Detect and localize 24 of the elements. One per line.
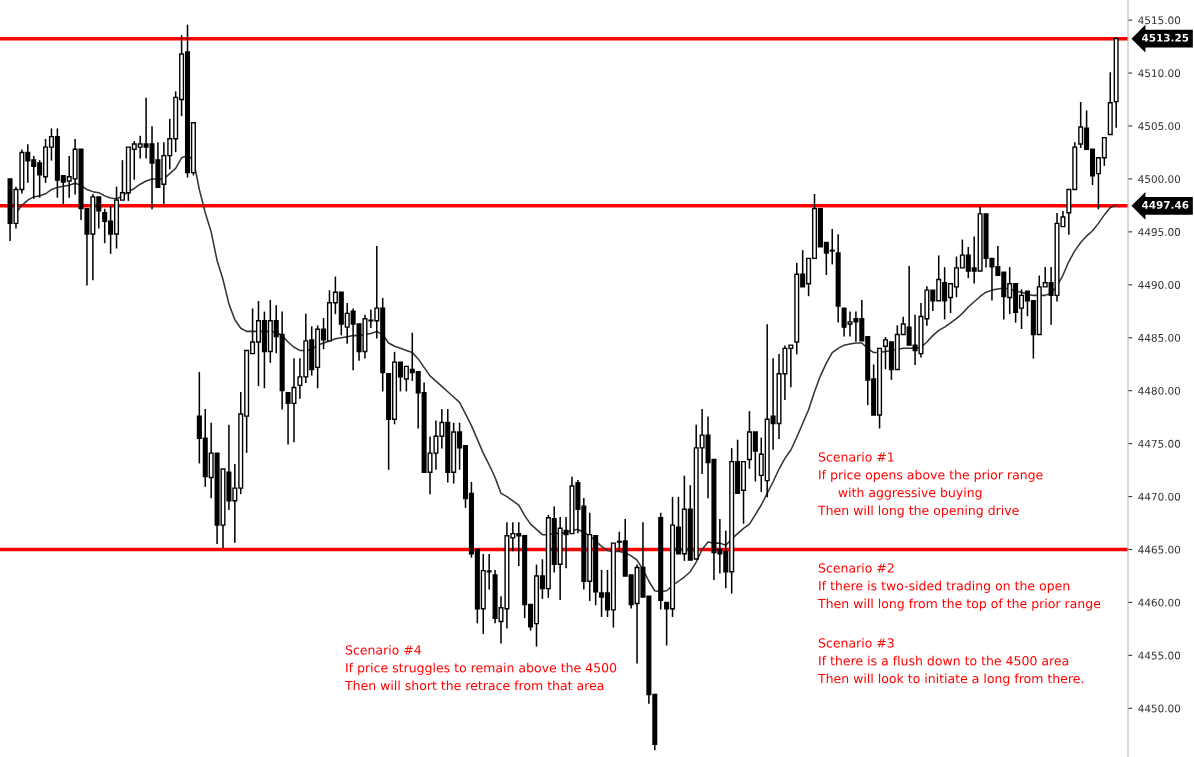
y-tick-label: 4460.00 [1138,598,1181,607]
y-tick-label: 4465.00 [1138,545,1181,554]
y-tick-label: 4510.00 [1138,69,1181,78]
y-tick-label: 4470.00 [1138,492,1181,501]
candlestick [1107,72,1113,136]
ref-line-label: 4513.25 [1142,33,1189,42]
y-tick-label: 4490.00 [1138,281,1181,289]
y-tick-label: 4450.00 [1138,704,1181,713]
y-tick-label: 4475.00 [1138,439,1181,448]
y-tick-label: 4495.00 [1138,228,1181,236]
y-tick-label: 4455.00 [1138,651,1181,660]
y-tick-label: 4515.00 [1138,16,1181,25]
annotation: Scenario #1 If price opens above the prior range with aggressive buying Then will long the opening drive [817,452,1043,518]
line-series [15,154,1117,593]
annotation: Scenario #2 If there is two-sided trading on the open Then will long from the top of the prior range [817,563,1101,611]
annotation: Scenario #4 If price struggles to remain above the 4500 Then will short the retrace from that area [344,645,617,691]
y-tick-label: 4485.00 [1138,333,1181,342]
candlestick [835,234,841,323]
y-tick-label: 4500.00 [1138,175,1181,184]
ref-line-label: 4497.46 [1142,200,1189,209]
y-tick-label: 4505.00 [1138,122,1181,131]
annotation: Scenario #3 If there is a flush down to the 4500 area Then will look to initiate a long from there. [817,638,1084,686]
y-tick-label: 4480.00 [1138,386,1181,395]
candlestick [1113,37,1119,128]
